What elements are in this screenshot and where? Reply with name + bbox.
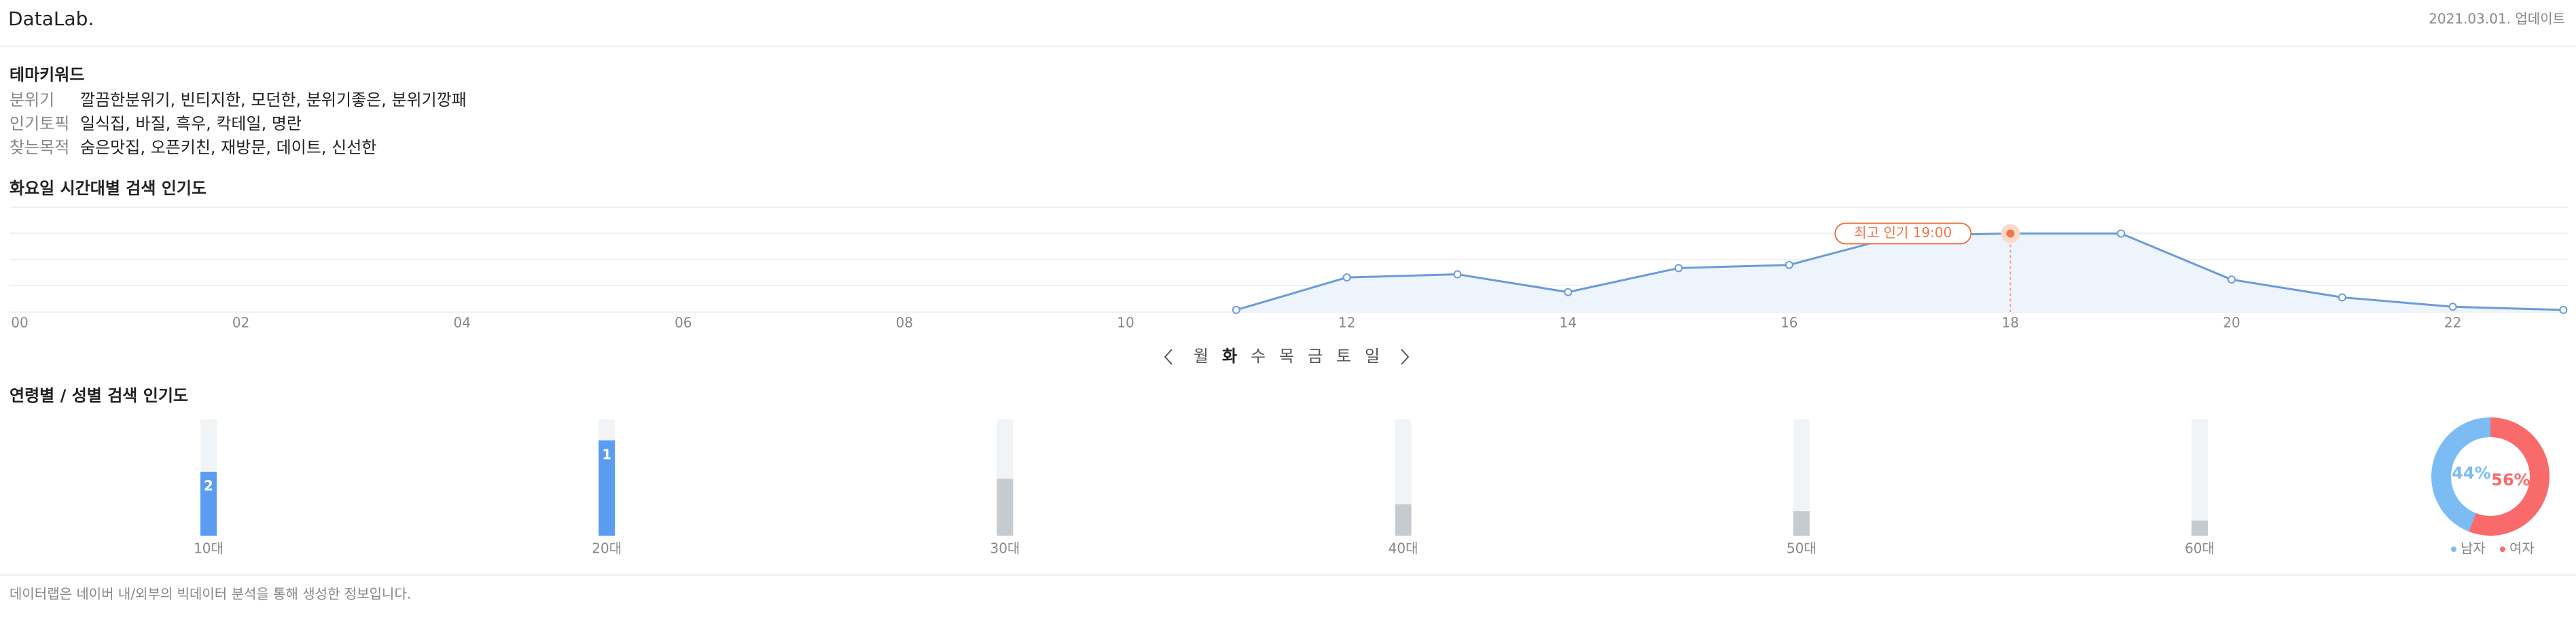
x-tick-label: 10대 [194,540,223,557]
x-tick-label: 18 [2002,315,2019,331]
peak-point [2006,229,2015,238]
rank: 1 [602,446,611,462]
x-tick-label: 60대 [2185,540,2215,557]
x-tick-label: 00 [11,315,28,331]
point [2448,303,2457,311]
day[interactable]: 수 [1251,347,1266,366]
keyword-text: 숨은맛집, 오픈키친, 재방문, 데이트, 신선한 [80,138,376,157]
day[interactable]: 월 [1194,347,1209,366]
x-tick-label: 14 [1559,315,1576,331]
section-title: 화요일 시간대별 검색 인기도 [10,179,207,198]
next-day[interactable] [1401,349,1410,365]
donut-chart: 44% 56% 남자 여자 [2431,417,2550,557]
x-tick-label: 22 [2444,315,2461,331]
bar [997,479,1014,536]
bar [598,440,615,536]
bar [2192,520,2208,536]
point [1785,260,1793,269]
day[interactable]: 금 [1308,347,1323,366]
line-chart: 00 02 04 06 08 10 12 14 16 18 20 22 최고 인기 19:00 [11,222,2568,331]
section-title: 테마키워드 [10,65,84,84]
keyword-label: 분위기 [10,90,54,109]
slice [2431,417,2490,532]
legend-label: 남자 [2461,540,2486,557]
bar [1793,511,1810,536]
day[interactable]: 일 [1365,347,1380,366]
rank: 2 [204,477,213,494]
x-tick-label: 04 [453,315,470,331]
keyword-text: 일식집, 바질, 흑우, 칵테일, 명란 [80,114,302,133]
prev-day[interactable] [1164,349,1173,365]
x-tick-label: 20대 [592,540,622,557]
x-tick-label: 20 [2223,315,2240,331]
point [1675,264,1683,273]
keyword-label: 인기토픽 [10,114,69,133]
x-tick-label: 10 [1117,315,1134,331]
point [2117,229,2126,238]
updated: 2021.03.01. 업데이트 [2429,11,2565,27]
slice [2468,417,2550,536]
value-label: 44% [2452,464,2490,483]
point [2338,293,2346,302]
x-tick-label: 08 [896,315,913,331]
bar [200,471,217,536]
section-title: 연령별 / 성별 검색 인기도 [10,386,188,405]
value-label: 56% [2491,470,2530,489]
keyword-label: 찾는목적 [10,138,69,157]
day[interactable]: 목 [1279,347,1294,366]
point [1342,273,1351,282]
point [1453,270,1462,279]
day[interactable]: 토 [1336,347,1351,366]
bar-chart: 2 10대 1 20대 30대 40대 50대 60대 [194,419,2215,557]
x-tick-label: 12 [1338,315,1355,331]
point [2228,275,2236,284]
x-tick-label: 02 [232,315,249,331]
legend-dot [2451,547,2456,552]
keyword-text: 깔끔한분위기, 빈티지한, 모던한, 분위기좋은, 분위기깡패 [80,90,467,109]
x-tick-label: 06 [675,315,692,331]
footer: 데이터랩은 네이버 내/외부의 빅데이터 분석을 통해 생성한 정보입니다. [10,586,411,602]
day[interactable]: 화 [1222,347,1237,366]
logo: DataLab. [8,7,94,30]
x-tick-label: 50대 [1787,540,1817,557]
bar-track [2192,419,2208,536]
peak-label: 최고 인기 19:00 [1854,224,1952,241]
point [1232,305,1240,314]
x-tick-label: 30대 [990,540,1020,557]
legend-dot [2500,547,2505,552]
point [1564,288,1573,296]
bar [1395,504,1412,536]
x-tick-label: 16 [1781,315,1797,331]
point [2559,305,2568,314]
x-tick-label: 40대 [1389,540,1418,557]
peak-badge [1834,222,1972,245]
legend-label: 여자 [2509,540,2535,557]
